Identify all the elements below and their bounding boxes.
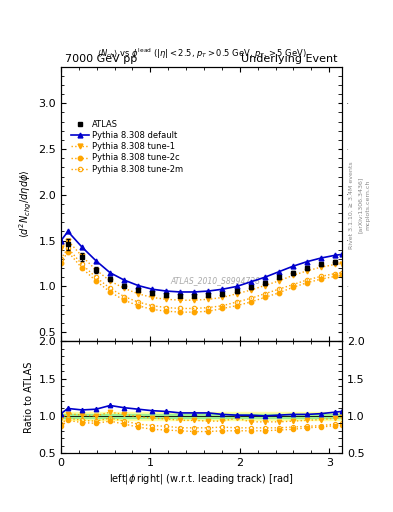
X-axis label: left$|\phi\,\mathrm{right}|$ (w.r.t. leading track) [rad]: left$|\phi\,\mathrm{right}|$ (w.r.t. lea… — [109, 472, 294, 486]
Text: mcplots.cern.ch: mcplots.cern.ch — [366, 180, 371, 230]
Legend: ATLAS, Pythia 8.308 default, Pythia 8.308 tune-1, Pythia 8.308 tune-2c, Pythia 8: ATLAS, Pythia 8.308 default, Pythia 8.30… — [71, 120, 184, 174]
Text: 7000 GeV pp: 7000 GeV pp — [65, 54, 137, 64]
Text: $\langle N_{ch}\rangle$ vs $\phi^{\rm lead}$ ($|\eta| < 2.5$, $p_T > 0.5$ GeV, $: $\langle N_{ch}\rangle$ vs $\phi^{\rm le… — [97, 46, 306, 61]
Y-axis label: $\langle d^2 N_{chg}/d\eta d\phi \rangle$: $\langle d^2 N_{chg}/d\eta d\phi \rangle… — [18, 169, 34, 238]
Bar — [61, 414, 342, 418]
Text: Rivet 3.1.10, ≥ 3.4M events: Rivet 3.1.10, ≥ 3.4M events — [349, 161, 354, 249]
Text: ATLAS_2010_S8994728: ATLAS_2010_S8994728 — [171, 276, 261, 286]
Text: [arXiv:1306.3436]: [arXiv:1306.3436] — [358, 177, 363, 233]
Bar — [61, 412, 342, 420]
Text: Underlying Event: Underlying Event — [241, 54, 338, 64]
Y-axis label: Ratio to ATLAS: Ratio to ATLAS — [24, 361, 34, 433]
